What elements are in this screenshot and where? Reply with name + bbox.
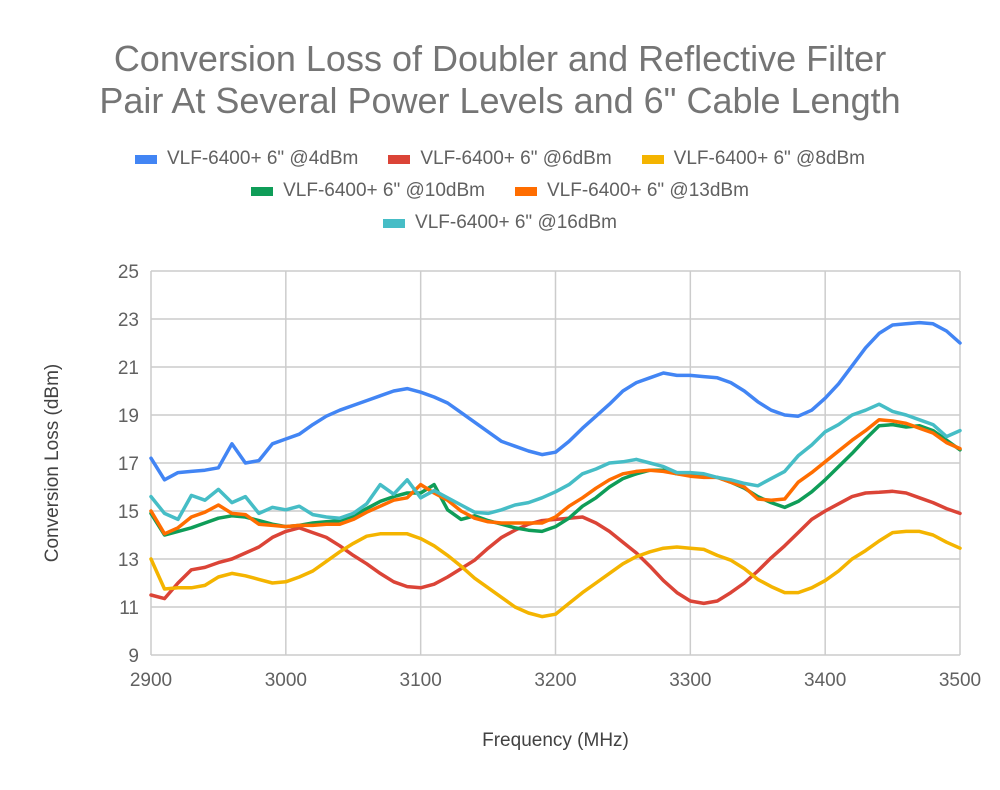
y-tick-label: 11 — [119, 598, 139, 619]
legend-label-6dbm: VLF-6400+ 6" @6dBm — [420, 148, 612, 169]
legend-item-10dbm[interactable]: VLF-6400+ 6" @10dBm — [251, 180, 485, 202]
x-axis-title: Frequency (MHz) — [482, 730, 629, 751]
y-tick-label: 19 — [118, 406, 139, 427]
x-tick-label: 3400 — [804, 670, 846, 691]
x-tick-label: 3000 — [265, 670, 307, 691]
legend-label-4dbm: VLF-6400+ 6" @4dBm — [167, 148, 359, 169]
x-tick-label: 2900 — [130, 670, 172, 691]
series-line-5 — [149, 402, 962, 522]
legend-item-16dbm[interactable]: VLF-6400+ 6" @16dBm — [383, 212, 617, 234]
series-line-2 — [149, 529, 962, 619]
legend-swatch-16dbm — [383, 218, 406, 228]
legend-label-10dbm: VLF-6400+ 6" @10dBm — [283, 180, 485, 201]
legend-item-13dbm[interactable]: VLF-6400+ 6" @13dBm — [515, 180, 749, 202]
legend: VLF-6400+ 6" @4dBm VLF-6400+ 6" @6dBm VL… — [0, 143, 1000, 239]
series-lines — [149, 320, 962, 619]
legend-item-6dbm[interactable]: VLF-6400+ 6" @6dBm — [388, 148, 612, 170]
y-tick-label: 21 — [118, 358, 139, 379]
y-tick-label: 13 — [118, 550, 139, 571]
y-tick-label: 17 — [118, 454, 139, 475]
y-tick-label: 25 — [118, 262, 139, 283]
legend-swatch-4dbm — [135, 154, 157, 164]
legend-label-8dbm: VLF-6400+ 6" @8dBm — [673, 148, 865, 169]
chart-title-line-1: Conversion Loss of Doubler and Reflectiv… — [113, 38, 887, 79]
gridlines — [150, 270, 961, 656]
series-line-0 — [149, 320, 962, 482]
x-tick-label: 3100 — [400, 670, 442, 691]
x-tick-label: 3300 — [669, 670, 711, 691]
x-tick-label: 3200 — [534, 670, 576, 691]
legend-swatch-8dbm — [641, 154, 664, 164]
x-tick-label: 3500 — [939, 670, 981, 691]
chart-title-line-2: Pair At Several Power Levels and 6" Cabl… — [99, 80, 901, 121]
y-tick-label: 9 — [128, 646, 139, 667]
series-line-1 — [149, 489, 962, 606]
y-axis-ticks: 9 11 13 15 17 19 21 23 25 — [118, 262, 139, 667]
series-line-4 — [149, 418, 962, 536]
chart-title: Conversion Loss of Doubler and Reflectiv… — [0, 38, 1000, 122]
legend-swatch-10dbm — [251, 186, 274, 196]
legend-item-4dbm[interactable]: VLF-6400+ 6" @4dBm — [135, 148, 358, 170]
legend-swatch-6dbm — [388, 154, 411, 164]
legend-label-13dbm: VLF-6400+ 6" @13dBm — [547, 180, 749, 201]
y-axis-title: Conversion Loss (dBm) — [42, 364, 63, 563]
y-tick-label: 23 — [118, 310, 139, 331]
y-tick-label: 15 — [118, 502, 139, 523]
legend-swatch-13dbm — [515, 186, 537, 196]
legend-item-8dbm[interactable]: VLF-6400+ 6" @8dBm — [641, 148, 865, 170]
legend-label-16dbm: VLF-6400+ 6" @16dBm — [415, 212, 617, 233]
x-axis-ticks: 2900 3000 3100 3200 3300 3400 3500 — [130, 670, 981, 691]
